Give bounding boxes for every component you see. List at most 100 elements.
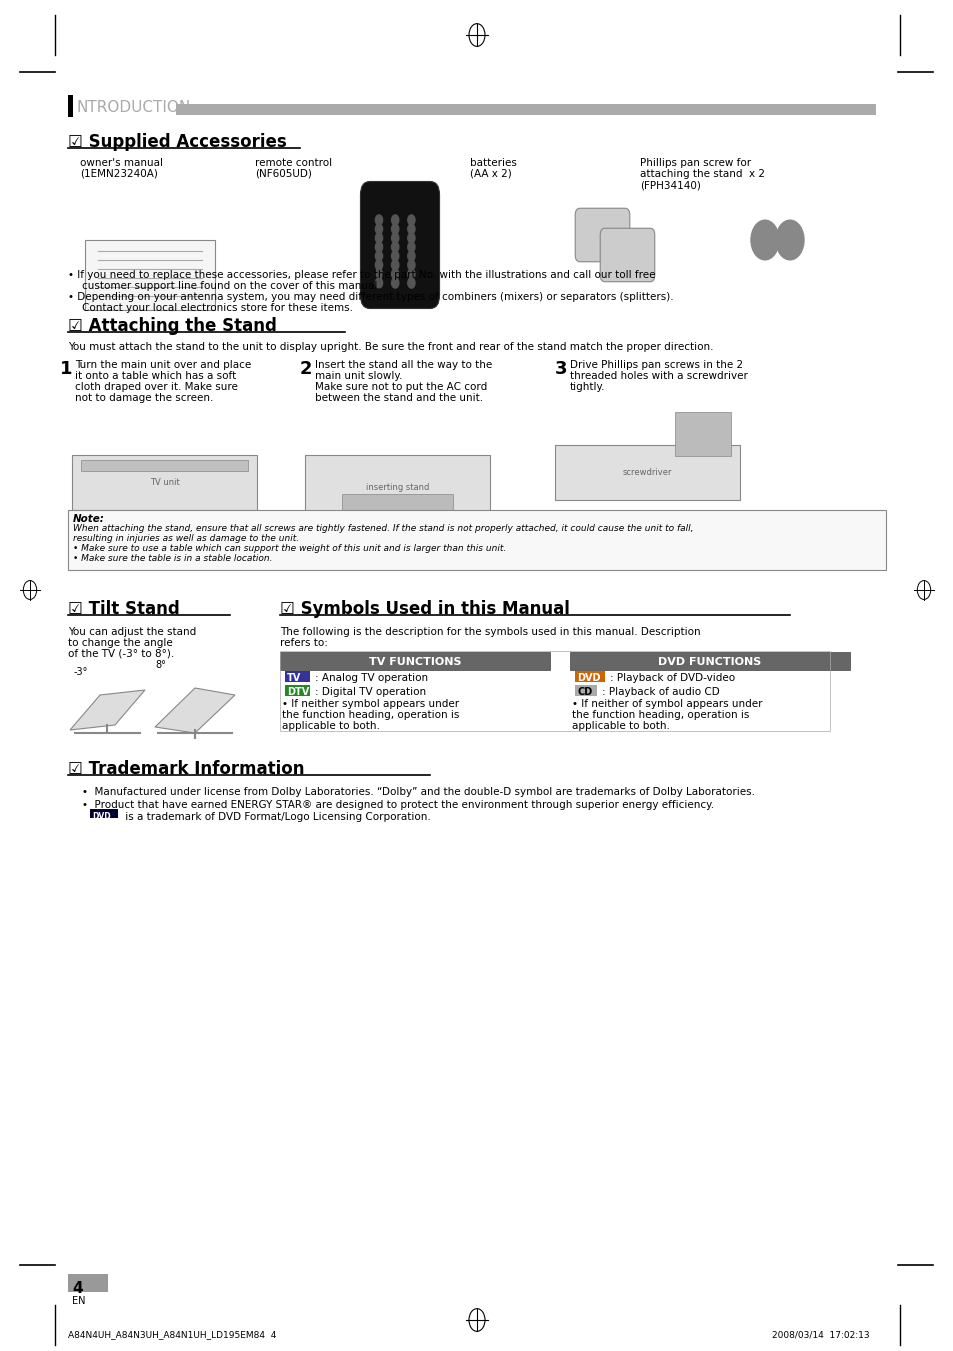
- Text: ☑ Attaching the Stand: ☑ Attaching the Stand: [68, 317, 276, 335]
- Text: : Digital TV operation: : Digital TV operation: [314, 688, 426, 697]
- Text: DTV: DTV: [287, 688, 309, 697]
- Polygon shape: [70, 690, 145, 730]
- Text: customer support line found on the cover of this manual.: customer support line found on the cover…: [82, 281, 380, 290]
- Text: ☑ Tilt Stand: ☑ Tilt Stand: [68, 600, 179, 617]
- Text: owner's manual: owner's manual: [80, 158, 163, 168]
- FancyBboxPatch shape: [85, 240, 214, 309]
- Circle shape: [375, 232, 382, 243]
- Circle shape: [750, 220, 779, 259]
- Circle shape: [391, 215, 398, 226]
- Text: 1: 1: [60, 359, 72, 378]
- Circle shape: [391, 232, 398, 243]
- Text: : Playback of DVD-video: : Playback of DVD-video: [609, 673, 735, 684]
- Text: Drive Phillips pan screws in the 2: Drive Phillips pan screws in the 2: [569, 359, 742, 370]
- Text: is a trademark of DVD Format/Logo Licensing Corporation.: is a trademark of DVD Format/Logo Licens…: [122, 812, 431, 821]
- Text: the function heading, operation is: the function heading, operation is: [282, 711, 459, 720]
- Circle shape: [407, 251, 415, 261]
- Bar: [341, 494, 453, 513]
- Text: CD: CD: [577, 688, 592, 697]
- Text: : Analog TV operation: : Analog TV operation: [314, 673, 428, 684]
- Circle shape: [375, 278, 382, 288]
- Circle shape: [375, 224, 382, 234]
- Text: (AA x 2): (AA x 2): [470, 168, 511, 178]
- Circle shape: [407, 269, 415, 280]
- Text: applicable to both.: applicable to both.: [282, 721, 379, 731]
- Bar: [675, 412, 730, 457]
- Circle shape: [375, 269, 382, 280]
- Text: refers to:: refers to:: [280, 638, 328, 648]
- Text: Make sure not to put the AC cord: Make sure not to put the AC cord: [314, 382, 487, 392]
- Text: • If neither of symbol appears under: • If neither of symbol appears under: [572, 698, 761, 709]
- Text: tightly.: tightly.: [569, 382, 605, 392]
- Text: TV: TV: [287, 673, 301, 684]
- FancyBboxPatch shape: [285, 671, 310, 682]
- Text: to change the angle: to change the angle: [68, 638, 172, 648]
- Circle shape: [407, 242, 415, 253]
- Text: not to damage the screen.: not to damage the screen.: [75, 393, 213, 403]
- Circle shape: [407, 259, 415, 270]
- Text: batteries: batteries: [470, 158, 517, 168]
- Bar: [68, 509, 885, 570]
- Text: remote control: remote control: [254, 158, 332, 168]
- FancyBboxPatch shape: [575, 685, 597, 696]
- Circle shape: [391, 278, 398, 288]
- Text: (FPH34140): (FPH34140): [639, 180, 700, 190]
- Bar: [81, 461, 248, 471]
- Circle shape: [375, 215, 382, 226]
- Text: the function heading, operation is: the function heading, operation is: [572, 711, 749, 720]
- Text: • Make sure to use a table which can support the weight of this unit and is larg: • Make sure to use a table which can sup…: [73, 544, 506, 553]
- Text: You can adjust the stand: You can adjust the stand: [68, 627, 196, 638]
- Text: 4: 4: [71, 1281, 83, 1296]
- Text: When attaching the stand, ensure that all screws are tightly fastened. If the st: When attaching the stand, ensure that al…: [73, 524, 693, 534]
- Text: attaching the stand  x 2: attaching the stand x 2: [639, 169, 764, 178]
- Bar: [175, 104, 875, 115]
- Text: of the TV (-3° to 8°).: of the TV (-3° to 8°).: [68, 648, 174, 659]
- Text: between the stand and the unit.: between the stand and the unit.: [314, 393, 482, 403]
- Circle shape: [391, 224, 398, 234]
- Text: cloth draped over it. Make sure: cloth draped over it. Make sure: [75, 382, 237, 392]
- Text: DVD: DVD: [91, 812, 111, 821]
- Text: main unit slowly.: main unit slowly.: [314, 372, 402, 381]
- Circle shape: [375, 259, 382, 270]
- Text: 3: 3: [555, 359, 567, 378]
- Circle shape: [407, 278, 415, 288]
- Text: -3°: -3°: [74, 667, 89, 677]
- Bar: [280, 653, 550, 670]
- Bar: [280, 651, 829, 731]
- Text: TV unit: TV unit: [150, 478, 179, 486]
- Bar: [68, 1274, 108, 1292]
- Text: Note:: Note:: [73, 513, 105, 524]
- Text: 8°: 8°: [154, 661, 166, 670]
- Text: TV FUNCTIONS: TV FUNCTIONS: [369, 658, 460, 667]
- Text: • If neither symbol appears under: • If neither symbol appears under: [282, 698, 458, 709]
- Text: • If you need to replace these accessories, please refer to the part No. with th: • If you need to replace these accessori…: [68, 270, 655, 280]
- Text: : Playback of audio CD: : Playback of audio CD: [601, 688, 719, 697]
- FancyBboxPatch shape: [90, 809, 118, 817]
- Circle shape: [391, 269, 398, 280]
- Circle shape: [375, 251, 382, 261]
- Text: • Depending on your antenna system, you may need different types of combiners (m: • Depending on your antenna system, you …: [68, 292, 673, 303]
- Circle shape: [407, 224, 415, 234]
- Text: A84N4UH_A84N3UH_A84N1UH_LD195EM84  4: A84N4UH_A84N3UH_A84N1UH_LD195EM84 4: [68, 1329, 276, 1339]
- Text: threaded holes with a screwdriver: threaded holes with a screwdriver: [569, 372, 747, 381]
- Text: it onto a table which has a soft: it onto a table which has a soft: [75, 372, 236, 381]
- Text: Phillips pan screw for: Phillips pan screw for: [639, 158, 750, 168]
- Text: resulting in injuries as well as damage to the unit.: resulting in injuries as well as damage …: [73, 534, 299, 543]
- Circle shape: [391, 251, 398, 261]
- Text: You must attach the stand to the unit to display upright. Be sure the front and : You must attach the stand to the unit to…: [68, 342, 713, 353]
- FancyBboxPatch shape: [599, 228, 654, 282]
- Text: (1EMN23240A): (1EMN23240A): [80, 168, 157, 178]
- Text: Insert the stand all the way to the: Insert the stand all the way to the: [314, 359, 492, 370]
- Text: EN: EN: [71, 1296, 86, 1306]
- Text: screwdriver: screwdriver: [622, 467, 672, 477]
- Text: 2: 2: [299, 359, 313, 378]
- Bar: [555, 444, 740, 500]
- Text: Turn the main unit over and place: Turn the main unit over and place: [75, 359, 251, 370]
- Text: •  Manufactured under license from Dolby Laboratories. “Dolby” and the double-D : • Manufactured under license from Dolby …: [82, 788, 754, 797]
- Text: DVD FUNCTIONS: DVD FUNCTIONS: [658, 658, 760, 667]
- Text: ☑ Supplied Accessories: ☑ Supplied Accessories: [68, 132, 287, 151]
- Circle shape: [775, 220, 803, 259]
- Text: inserting stand: inserting stand: [365, 484, 429, 492]
- Circle shape: [391, 242, 398, 253]
- FancyBboxPatch shape: [360, 181, 439, 308]
